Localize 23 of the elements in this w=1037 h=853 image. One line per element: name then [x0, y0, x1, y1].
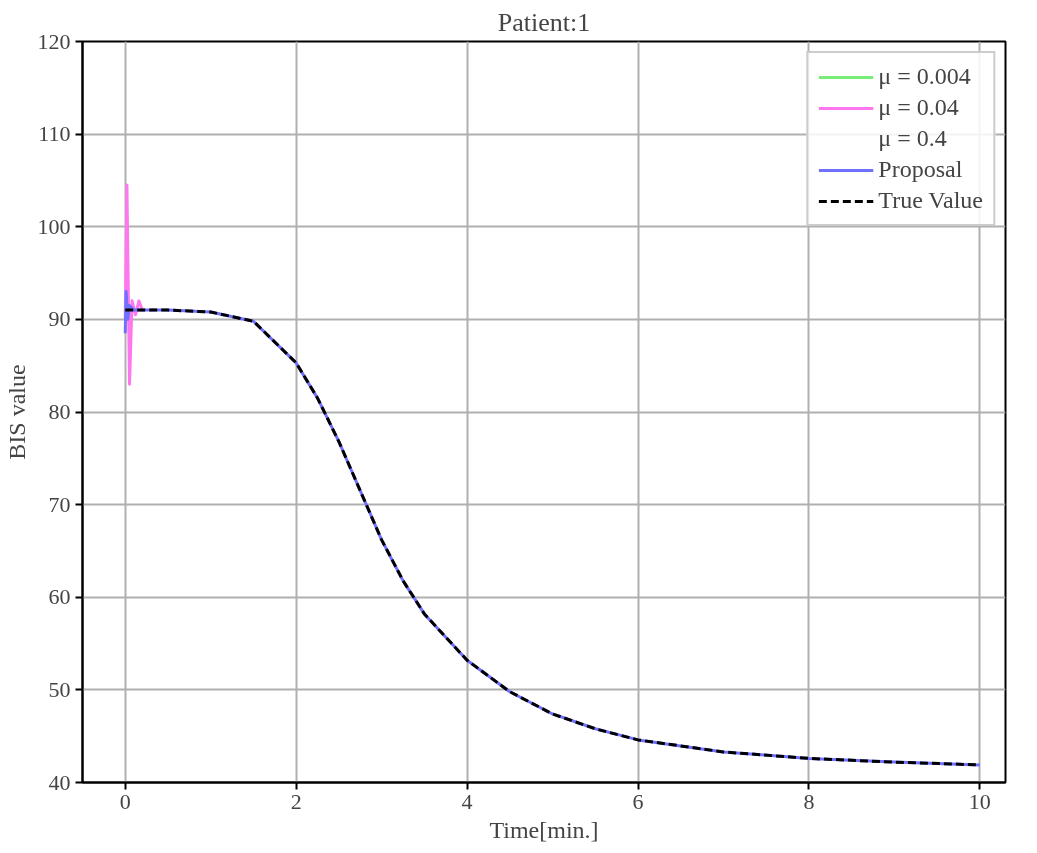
legend-label: True Value: [878, 187, 983, 214]
y-tick-label: 90: [48, 306, 71, 332]
legend-label: μ = 0.04: [878, 94, 959, 121]
y-tick-label: 100: [37, 213, 71, 239]
y-axis-title: BIS value: [3, 364, 30, 460]
legend-label: μ = 0.004: [878, 63, 971, 90]
y-tick-label: 40: [48, 769, 71, 795]
x-tick-label: 10: [968, 788, 991, 814]
x-tick-label: 2: [290, 788, 302, 814]
x-tick-label: 8: [803, 788, 815, 814]
y-tick-label: 80: [48, 399, 71, 424]
legend-label: Proposal: [878, 156, 963, 183]
y-tick-label: 60: [48, 584, 71, 610]
chart-title: Patient:1: [497, 7, 591, 37]
y-tick-label: 70: [48, 491, 71, 517]
x-tick-label: 6: [632, 788, 644, 814]
y-tick-label: 110: [38, 121, 71, 147]
x-tick-label: 4: [461, 788, 473, 814]
x-axis-title: Time[min.]: [489, 816, 599, 843]
x-tick-label: 0: [119, 788, 131, 814]
y-tick-label: 50: [48, 676, 71, 702]
y-tick-label: 120: [37, 28, 71, 54]
text: μ = 0.4: [878, 125, 947, 152]
